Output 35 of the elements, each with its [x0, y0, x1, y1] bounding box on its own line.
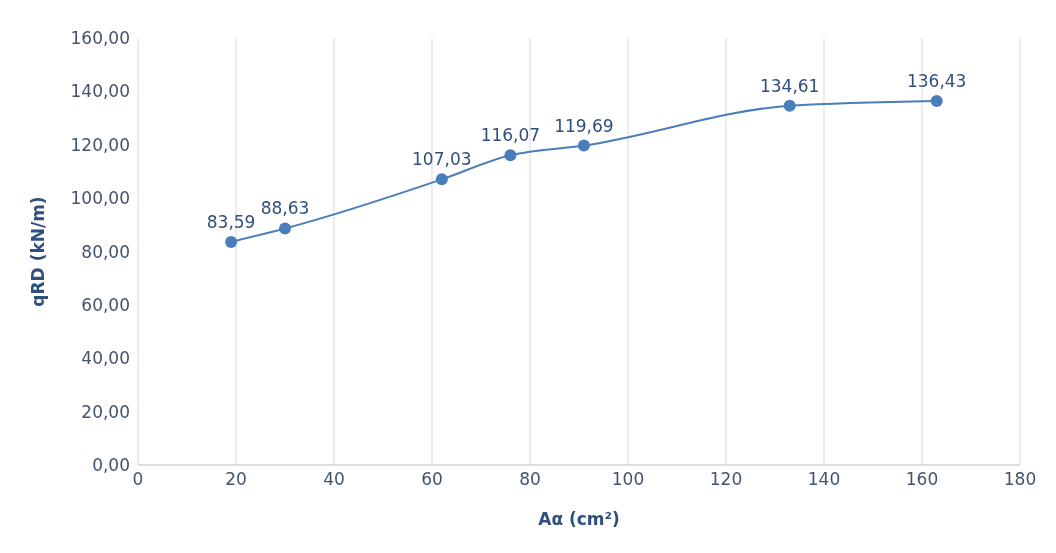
point [930, 94, 943, 107]
data-label: 88,63 [260, 198, 310, 219]
y-tick-label: 160,00 [70, 28, 130, 49]
y-tick-label: 40,00 [81, 348, 130, 369]
x-axis-title: Aα (cm²) [538, 509, 620, 529]
x-tick-label: 140 [807, 469, 841, 490]
data-label: 83,59 [206, 211, 256, 232]
x-tick-label: 0 [132, 469, 144, 490]
y-tick-label: 20,00 [81, 401, 130, 422]
x-tick-label: 20 [225, 469, 247, 490]
x-tick-label: 180 [1003, 469, 1037, 490]
x-tick-label: 80 [519, 469, 541, 490]
data-label: 116,07 [480, 125, 541, 146]
x-tick-label: 160 [905, 469, 939, 490]
point [783, 99, 796, 112]
point [279, 222, 291, 235]
x-tick-label: 100 [611, 469, 645, 490]
data-label: 107,03 [412, 149, 472, 170]
data-label: 134,61 [759, 75, 820, 96]
y-tick-label: 100,00 [70, 188, 130, 209]
point [225, 235, 238, 248]
data-label: 119,69 [554, 115, 614, 136]
point [435, 173, 448, 186]
x-tick-label: 60 [421, 469, 443, 490]
point [577, 139, 590, 152]
point [504, 149, 517, 162]
y-tick-label: 140,00 [70, 81, 130, 102]
x-tick-label: 40 [323, 469, 345, 490]
data-label: 136,43 [906, 70, 967, 91]
x-tick-label: 120 [709, 469, 743, 490]
y-tick-label: 60,00 [81, 294, 130, 315]
y-tick-label: 80,00 [81, 241, 130, 262]
y-tick-label: 120,00 [70, 134, 130, 155]
y-axis-title: qRD (kN/m) [28, 196, 49, 307]
y-tick-label: 0,00 [92, 455, 130, 476]
